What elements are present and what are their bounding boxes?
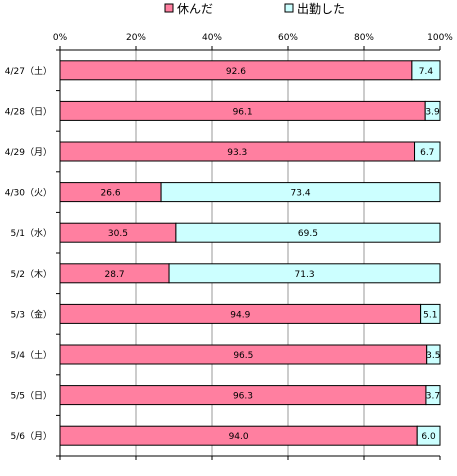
data-label: 3.9 bbox=[425, 107, 440, 117]
bar bbox=[426, 344, 441, 365]
bar bbox=[414, 141, 441, 162]
x-tick-label: 60% bbox=[278, 33, 298, 43]
data-label: 26.6 bbox=[101, 189, 121, 199]
data-label: 92.6 bbox=[226, 67, 246, 77]
bar bbox=[420, 303, 441, 324]
x-tick-label: 100% bbox=[427, 33, 453, 43]
data-label: 6.7 bbox=[420, 148, 434, 158]
x-tick-label: 20% bbox=[126, 33, 146, 43]
category-label: 4/30（火） bbox=[5, 188, 52, 199]
category-label: 4/28（日） bbox=[5, 106, 52, 117]
category-label: 5/6（月） bbox=[11, 431, 53, 442]
data-label: 73.4 bbox=[291, 189, 311, 199]
x-tick-label: 80% bbox=[354, 33, 374, 43]
data-label: 5.1 bbox=[423, 310, 437, 320]
data-label: 94.9 bbox=[230, 310, 250, 320]
bars: 92.6 7.4 96.1 3.9 93.3 6.7 26.6 73.4 30.5 69.5 28.… bbox=[59, 60, 441, 446]
category-label: 4/27（土） bbox=[5, 65, 52, 77]
category-label: 5/2（木） bbox=[11, 268, 53, 280]
data-label: 94.0 bbox=[229, 432, 249, 442]
category-label: 5/4（土） bbox=[11, 349, 53, 361]
legend-label-0: 休んだ bbox=[177, 2, 213, 16]
x-axis-ticks: 0% 20% 40% 60% 80% 100% bbox=[53, 33, 453, 460]
data-label: 7.4 bbox=[419, 67, 434, 77]
legend-label-1: 出勤した bbox=[297, 2, 345, 16]
data-label: 71.3 bbox=[295, 270, 315, 280]
bar bbox=[168, 263, 441, 284]
bar bbox=[411, 60, 441, 81]
data-label: 93.3 bbox=[227, 148, 247, 158]
bar bbox=[160, 182, 441, 203]
bar bbox=[175, 222, 441, 243]
x-tick-label: 0% bbox=[53, 33, 68, 43]
category-label: 4/29（月） bbox=[5, 147, 52, 158]
y-axis-categories: 4/27（土） 4/28（日） 4/29（月） 4/30（火） 5/1（水） 5/2（木）… bbox=[5, 49, 60, 457]
bar bbox=[416, 425, 441, 446]
legend-swatch-0 bbox=[164, 3, 174, 13]
axes bbox=[59, 49, 440, 457]
category-label: 5/5（日） bbox=[11, 391, 53, 402]
data-label: 28.7 bbox=[105, 270, 125, 280]
data-label: 69.5 bbox=[298, 229, 318, 239]
data-label: 3.5 bbox=[426, 351, 440, 361]
legend: 休んだ 出勤した bbox=[164, 2, 345, 16]
category-label: 5/3（金） bbox=[11, 308, 53, 320]
data-label: 6.0 bbox=[421, 432, 436, 442]
bar bbox=[425, 385, 441, 406]
data-label: 96.5 bbox=[233, 351, 253, 361]
data-label: 3.7 bbox=[426, 392, 440, 402]
data-label: 96.1 bbox=[233, 107, 253, 117]
bar bbox=[424, 100, 441, 121]
data-label: 30.5 bbox=[108, 229, 128, 239]
legend-swatch-1 bbox=[284, 3, 294, 13]
data-label: 96.3 bbox=[233, 392, 253, 402]
category-label: 5/1（水） bbox=[11, 227, 53, 239]
x-tick-label: 40% bbox=[202, 33, 222, 43]
